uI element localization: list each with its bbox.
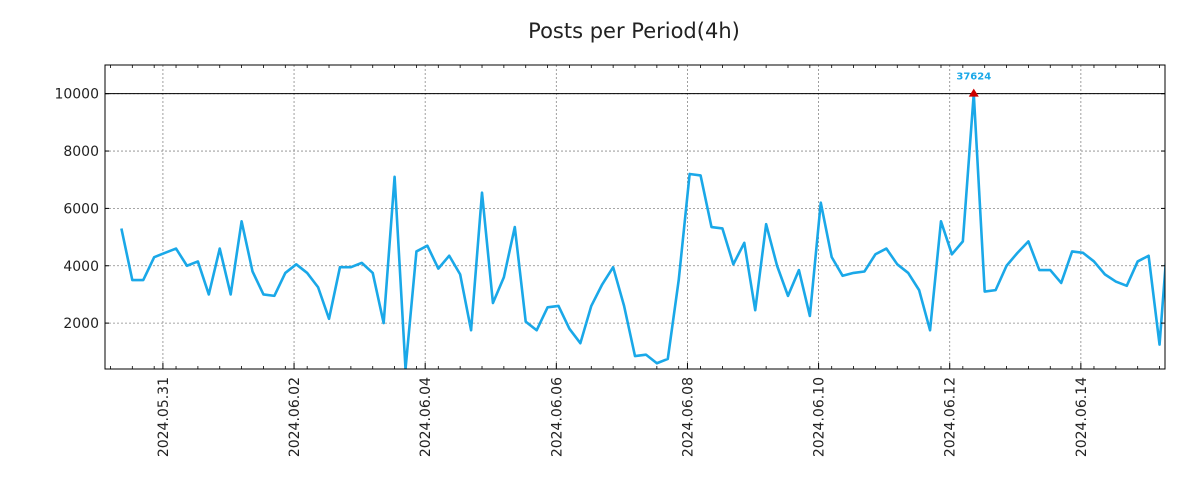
y-tick-label: 8000 — [63, 144, 99, 160]
x-tick-label: 2024.05.31 — [156, 377, 172, 457]
x-tick-label: 2024.06.04 — [418, 377, 434, 457]
series-group — [120, 92, 1165, 369]
ticks-group: 2000 4000 6000 8000 10000 2024.05.31 2024.06.0… — [54, 65, 1165, 457]
y-tick-label: 6000 — [63, 201, 99, 217]
y-tick-label: 2000 — [63, 316, 99, 332]
chart-title: Posts per Period(4h) — [528, 19, 740, 43]
x-tick-label: 2024.06.08 — [680, 377, 696, 457]
x-tick-label: 2024.06.12 — [943, 377, 959, 457]
x-tick-label: 2024.06.10 — [812, 377, 828, 457]
x-tick-label: 2024.06.06 — [549, 377, 565, 457]
peak-marker — [968, 88, 979, 97]
x-tick-label: 2024.06.14 — [1074, 377, 1090, 457]
plot-frame — [104, 64, 1166, 370]
series-line-posts — [120, 92, 1165, 369]
y-tick-label: 10000 — [54, 87, 99, 103]
grid — [105, 65, 1165, 369]
peak-label: 37624 — [956, 72, 991, 83]
x-tick-label: 2024.06.02 — [287, 377, 303, 457]
y-tick-label: 4000 — [63, 259, 99, 275]
peak-annotation-group: 37624 — [956, 72, 991, 97]
